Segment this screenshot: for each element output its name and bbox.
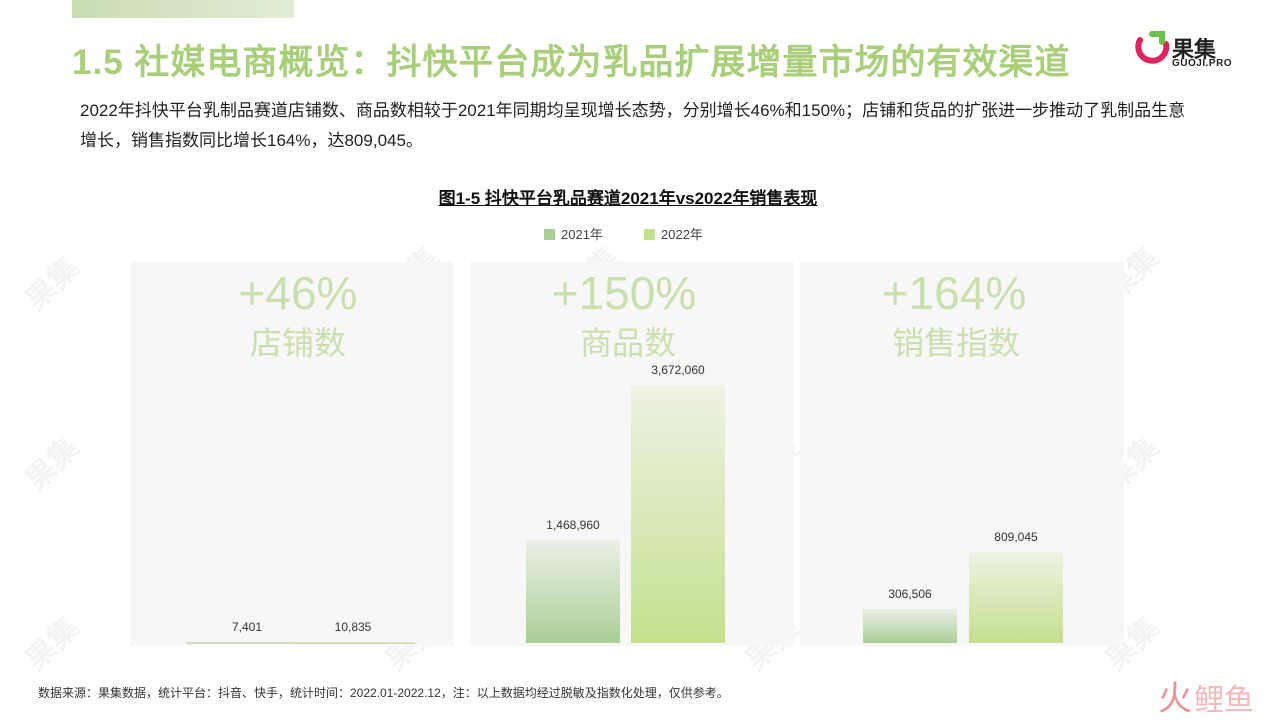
bar-store-count-2021 [186, 642, 308, 643]
bar-product-count-2022 [631, 385, 725, 643]
watermark-text: 果集 [13, 245, 87, 319]
metric-label-sales-index: 销售指数 [891, 325, 1020, 361]
legend-swatch-2022 [644, 229, 655, 240]
growth-product-count: +150% [551, 267, 697, 319]
logo-subtext: GUOJI.PRO [1172, 58, 1233, 69]
corner-watermark-icon: 火 鲤鱼 [1158, 680, 1254, 718]
metric-label-product-count: 商品数 [579, 325, 676, 361]
bar-store-count-2022 [292, 642, 414, 643]
header-accent-bar [72, 0, 294, 18]
value-label-store-count-2021: 7,401 [231, 620, 263, 634]
value-label-product-count-2021: 1,468,960 [546, 517, 600, 532]
bar-product-count-2021 [526, 539, 620, 643]
guoji-logo-icon [1135, 31, 1170, 64]
panel-store-count [130, 262, 454, 646]
baseline-store-count [186, 643, 416, 644]
watermark-text: 果集 [13, 605, 87, 679]
value-label-product-count-2022: 3,672,060 [651, 363, 705, 377]
legend-label-2022: 2022年 [661, 227, 703, 242]
value-label-store-count-2022: 10,835 [334, 620, 372, 634]
legend-label-2021: 2021年 [561, 227, 603, 242]
watermark-text: 果集 [13, 425, 87, 499]
page-title: 1.5 社媒电商概览：抖快平台成为乳品扩展增量市场的有效渠道 [72, 43, 1071, 82]
legend-item-2022: 2022年 [644, 224, 703, 243]
legend-item-2021: 2021年 [544, 224, 603, 243]
value-label-sales-index-2022: 809,045 [994, 530, 1038, 545]
chart-title: 图1-5 抖快平台乳品赛道2021年vs2022年销售表现 [438, 189, 818, 208]
svg-text:鲤鱼: 鲤鱼 [1194, 684, 1254, 717]
intro-paragraph: 2022年抖快平台乳制品赛道店铺数、商品数相较于2021年同期均呈现增长态势，分… [80, 101, 1186, 150]
bar-sales-index-2022 [969, 552, 1063, 643]
data-source-note: 数据来源：果集数据，统计平台：抖音、快手，统计时间：2022.01-2022.1… [38, 686, 729, 700]
legend-swatch-2021 [544, 229, 555, 240]
value-label-sales-index-2021: 306,506 [888, 586, 932, 601]
growth-store-count: +46% [238, 267, 358, 319]
panel-sales-index [800, 262, 1124, 646]
bar-sales-index-2021 [863, 608, 957, 643]
logo-text: 果集 [1172, 37, 1217, 62]
growth-sales-index: +164% [881, 267, 1027, 319]
metric-label-store-count: 店铺数 [249, 325, 346, 361]
svg-text:火: 火 [1158, 680, 1192, 718]
